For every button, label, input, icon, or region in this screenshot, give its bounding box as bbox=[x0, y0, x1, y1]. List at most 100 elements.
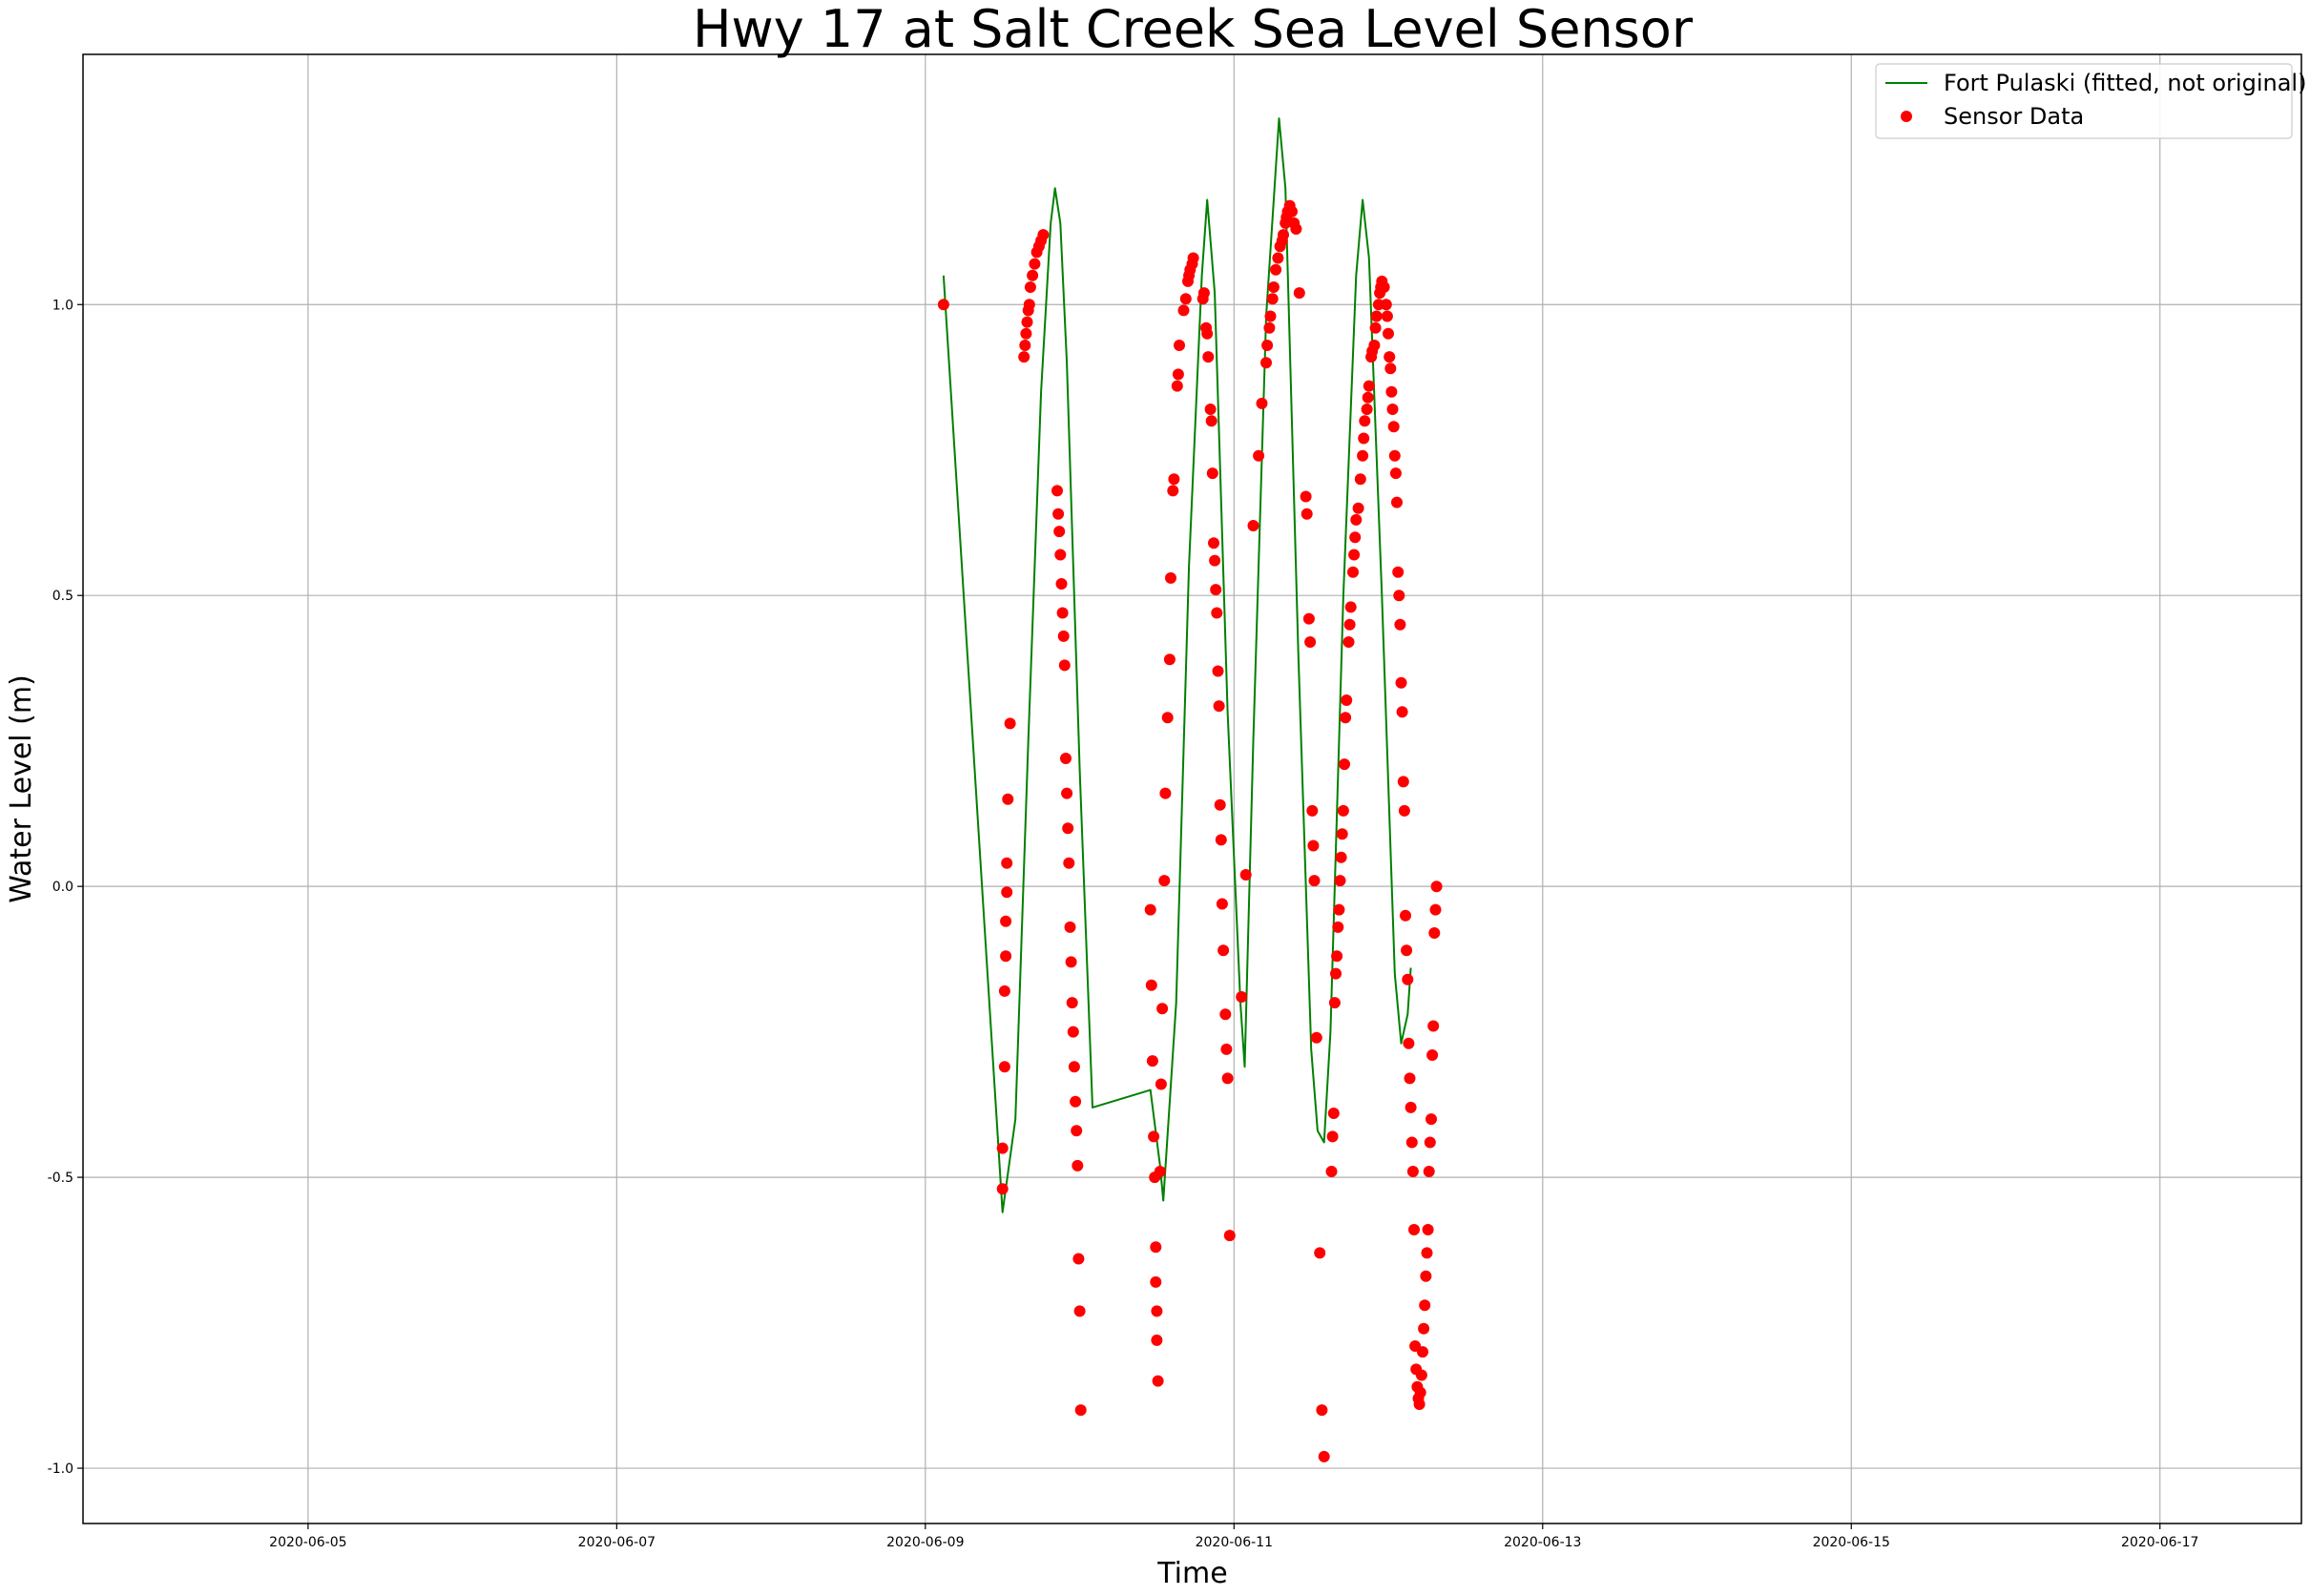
sensor-data-point bbox=[1155, 1078, 1167, 1090]
sensor-data-point bbox=[1398, 804, 1410, 817]
sensor-data-point bbox=[1339, 758, 1350, 771]
sensor-data-point bbox=[1359, 415, 1371, 427]
y-tick-label: -1.0 bbox=[48, 1461, 73, 1477]
sensor-data-point bbox=[1072, 1159, 1084, 1171]
sensor-data-point bbox=[1253, 449, 1265, 462]
sensor-data-point bbox=[1073, 1305, 1086, 1317]
sensor-data-point bbox=[1217, 944, 1230, 957]
sensor-data-point bbox=[1350, 513, 1363, 526]
sensor-data-point bbox=[1264, 310, 1277, 322]
sensor-data-point bbox=[1150, 1275, 1162, 1288]
sensor-data-point bbox=[1333, 903, 1345, 916]
sensor-data-point bbox=[1267, 281, 1280, 293]
sensor-data-point bbox=[1061, 787, 1073, 799]
sensor-data-point bbox=[1212, 665, 1224, 677]
sensor-data-point bbox=[1163, 653, 1176, 666]
sensor-data-point bbox=[1060, 753, 1072, 764]
sensor-data-point bbox=[1004, 717, 1016, 730]
sensor-data-point bbox=[1334, 875, 1346, 887]
sensor-data-point bbox=[1413, 1399, 1426, 1410]
sensor-data-point bbox=[1263, 321, 1276, 334]
sensor-data-point bbox=[1001, 857, 1013, 869]
sensor-data-point bbox=[1051, 485, 1063, 497]
sensor-data-point bbox=[1260, 357, 1272, 369]
sensor-data-point bbox=[1318, 1450, 1330, 1462]
grid bbox=[83, 54, 2301, 1523]
sensor-data-point bbox=[1395, 676, 1407, 689]
sensor-data-point bbox=[1430, 881, 1443, 893]
sensor-data-point bbox=[1174, 340, 1185, 351]
sensor-data-point bbox=[1197, 287, 1210, 300]
sensor-data-point bbox=[1067, 1026, 1079, 1038]
sensor-data-point bbox=[1272, 252, 1284, 264]
sensor-data-point bbox=[1396, 706, 1408, 718]
sensor-data-point bbox=[1278, 229, 1289, 241]
y-tick-label: 0.0 bbox=[52, 880, 73, 895]
sensor-data-point bbox=[937, 299, 949, 311]
sensor-data-point bbox=[1426, 1049, 1439, 1061]
sensor-data-point bbox=[1402, 973, 1414, 985]
sensor-data-point bbox=[1331, 950, 1343, 963]
sensor-data-point bbox=[1065, 956, 1077, 968]
sensor-data-point bbox=[1328, 997, 1341, 1009]
sensor-data-point bbox=[1063, 857, 1075, 869]
sensor-data-point bbox=[1427, 1020, 1440, 1032]
sensor-data-point bbox=[1000, 950, 1012, 963]
sensor-data-point bbox=[1154, 1166, 1166, 1177]
sensor-data-point bbox=[1310, 1031, 1322, 1044]
sensor-data-point bbox=[1308, 875, 1321, 887]
sensor-data-point bbox=[1206, 467, 1218, 480]
sensor-data-point bbox=[1421, 1247, 1433, 1259]
sensor-data-point bbox=[1158, 875, 1171, 887]
sensor-data-point bbox=[1415, 1369, 1427, 1381]
sensor-data-point bbox=[1216, 898, 1228, 910]
legend-point-swatch bbox=[1901, 111, 1912, 122]
sensor-data-point bbox=[1342, 636, 1355, 648]
sensor-data-point bbox=[1256, 397, 1268, 409]
sensor-data-point bbox=[1423, 1166, 1435, 1177]
sensor-data-point bbox=[1286, 205, 1298, 218]
fitted-line-layer bbox=[942, 117, 1412, 1213]
sensor-data-point bbox=[1148, 1130, 1160, 1143]
x-tick-label: 2020-06-11 bbox=[1196, 1535, 1273, 1550]
sensor-data-point bbox=[1426, 1113, 1437, 1126]
sensor-data-point bbox=[1419, 1299, 1431, 1312]
sensor-data-point bbox=[1325, 1166, 1338, 1177]
sensor-data-point bbox=[1300, 490, 1312, 503]
sensor-data-point bbox=[996, 1142, 1009, 1154]
sensor-data-point bbox=[1369, 321, 1382, 334]
sensor-data-point bbox=[1261, 340, 1274, 351]
sensor-data-point bbox=[1020, 327, 1032, 340]
sensor-data-point bbox=[1001, 886, 1013, 899]
sensor-data-point bbox=[1343, 618, 1356, 631]
sensor-data-point bbox=[1401, 944, 1413, 957]
sensor-data-point bbox=[1335, 851, 1347, 863]
sensor-data-point bbox=[1391, 496, 1403, 508]
sensor-data-point bbox=[1064, 921, 1076, 933]
sensor-data-point bbox=[1221, 1072, 1234, 1085]
sensor-data-point bbox=[1172, 368, 1184, 381]
y-tick-label: 0.5 bbox=[52, 589, 73, 604]
sensor-data-point bbox=[1429, 903, 1442, 916]
sensor-data-point bbox=[1187, 252, 1199, 264]
sensor-data-point bbox=[1349, 531, 1362, 544]
sensor-data-point bbox=[1165, 571, 1176, 584]
sensor-data-point bbox=[1211, 607, 1223, 619]
x-tick-label: 2020-06-09 bbox=[886, 1535, 964, 1550]
sensor-data-point bbox=[1023, 299, 1035, 311]
sensor-data-point bbox=[1029, 258, 1041, 270]
sensor-data-point bbox=[1056, 607, 1069, 619]
sensor-data-point bbox=[1055, 578, 1068, 590]
sensor-data-point bbox=[1213, 700, 1225, 713]
sensor-data-point bbox=[1019, 340, 1031, 351]
sensor-data-point bbox=[1414, 1386, 1426, 1399]
sensor-data-point bbox=[1327, 1108, 1340, 1119]
legend-box bbox=[1875, 63, 2293, 139]
sensor-data-point bbox=[1236, 991, 1248, 1003]
sensor-data-point bbox=[1168, 473, 1180, 486]
sensor-data-point bbox=[1424, 1136, 1436, 1149]
sensor-data-point bbox=[1403, 1037, 1415, 1049]
sensor-data-point bbox=[1306, 804, 1319, 817]
